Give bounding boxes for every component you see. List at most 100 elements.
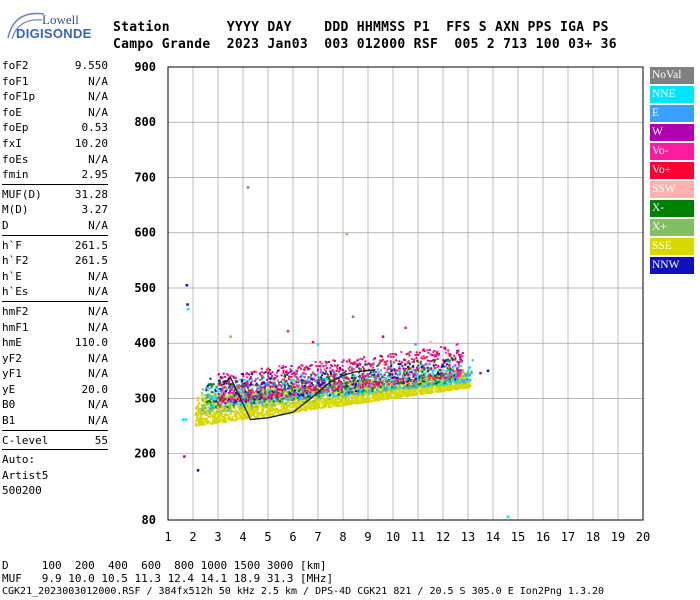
echo-point bbox=[407, 379, 410, 382]
echo-point bbox=[286, 382, 289, 385]
echo-point bbox=[346, 388, 349, 391]
echo-point bbox=[251, 395, 253, 398]
echo-point bbox=[232, 404, 235, 407]
echo-point bbox=[245, 397, 248, 400]
param-key: M(D) bbox=[2, 203, 29, 217]
echo-point bbox=[284, 388, 287, 391]
echo-point bbox=[390, 383, 392, 386]
echo-point bbox=[469, 373, 472, 376]
echo-point bbox=[385, 393, 388, 396]
echo-point bbox=[323, 372, 326, 375]
echo-point bbox=[413, 369, 416, 372]
echo-point bbox=[342, 397, 345, 400]
echo-point bbox=[357, 387, 360, 389]
echo-point bbox=[385, 397, 388, 399]
echo-point bbox=[300, 392, 303, 395]
echo-point bbox=[443, 346, 445, 349]
echo-point bbox=[353, 397, 356, 400]
echo-point bbox=[430, 378, 433, 381]
echo-point bbox=[326, 372, 328, 375]
echo-point bbox=[341, 391, 344, 394]
echo-point bbox=[326, 388, 328, 391]
echo-point bbox=[279, 392, 282, 395]
echo-point bbox=[415, 372, 418, 375]
echo-point bbox=[440, 382, 443, 385]
echo-point bbox=[219, 396, 222, 399]
echo-point bbox=[283, 390, 285, 393]
echo-point bbox=[263, 399, 266, 402]
echo-point bbox=[392, 389, 395, 392]
echo-point bbox=[284, 406, 287, 409]
echo-point bbox=[200, 414, 203, 417]
param-value: N/A bbox=[88, 90, 108, 104]
echo-point bbox=[283, 384, 286, 387]
echo-point bbox=[371, 396, 374, 399]
echo-point bbox=[348, 358, 351, 361]
echo-point bbox=[353, 390, 356, 393]
echo-point bbox=[420, 378, 423, 381]
echo-point bbox=[309, 391, 312, 394]
echo-point bbox=[201, 392, 204, 395]
param-key: hmF1 bbox=[2, 320, 29, 334]
echo-point bbox=[260, 391, 262, 394]
echo-point bbox=[426, 389, 429, 392]
echo-point bbox=[375, 381, 378, 384]
echo-point bbox=[417, 379, 420, 382]
echo-point bbox=[361, 401, 364, 404]
echo-point bbox=[278, 381, 281, 384]
echo-point bbox=[201, 394, 204, 397]
echo-point bbox=[370, 381, 373, 384]
echo-point bbox=[360, 377, 363, 379]
echo-point bbox=[247, 389, 250, 392]
echo-point bbox=[225, 390, 227, 392]
echo-point bbox=[295, 376, 298, 379]
echo-point bbox=[357, 401, 360, 404]
echo-point bbox=[222, 392, 225, 394]
echo-point bbox=[239, 388, 242, 391]
echo-point bbox=[278, 389, 281, 392]
echo-point bbox=[260, 370, 263, 373]
echo-point bbox=[198, 423, 201, 426]
echo-point bbox=[400, 381, 403, 384]
echo-point bbox=[204, 405, 206, 408]
echo-point bbox=[241, 383, 244, 386]
echo-point bbox=[447, 352, 450, 355]
echo-point bbox=[372, 397, 375, 400]
echo-point bbox=[214, 405, 217, 408]
echo-point bbox=[415, 356, 418, 359]
echo-point bbox=[431, 385, 433, 388]
echo-point bbox=[399, 363, 402, 366]
echo-point bbox=[335, 399, 338, 402]
echo-point bbox=[222, 394, 225, 397]
echo-point bbox=[439, 368, 442, 371]
echo-point bbox=[337, 404, 339, 407]
echo-point bbox=[358, 382, 361, 385]
echo-point bbox=[457, 385, 460, 388]
echo-point bbox=[423, 380, 426, 383]
echo-point bbox=[328, 387, 331, 390]
echo-point bbox=[319, 399, 322, 402]
echo-point bbox=[222, 421, 224, 424]
echo-point bbox=[221, 376, 224, 379]
echo-point bbox=[437, 369, 440, 372]
echo-point bbox=[353, 361, 356, 363]
echo-point bbox=[291, 389, 294, 392]
echo-point bbox=[281, 389, 283, 392]
echo-point bbox=[312, 400, 315, 402]
echo-point bbox=[298, 390, 301, 393]
echo-point bbox=[429, 391, 432, 394]
echo-point bbox=[412, 381, 415, 384]
echo-point bbox=[304, 395, 307, 398]
echo-point bbox=[220, 377, 223, 380]
echo-point bbox=[307, 407, 310, 409]
echo-point bbox=[450, 388, 453, 391]
echo-point bbox=[324, 378, 327, 381]
echo-point bbox=[404, 385, 407, 387]
echo-point bbox=[385, 391, 387, 394]
echo-point bbox=[436, 374, 439, 377]
echo-point bbox=[280, 367, 283, 370]
echo-point bbox=[291, 390, 293, 393]
echo-point bbox=[385, 381, 387, 384]
logo-digisonde: DIGISONDE bbox=[16, 26, 92, 41]
echo-point bbox=[212, 394, 215, 397]
